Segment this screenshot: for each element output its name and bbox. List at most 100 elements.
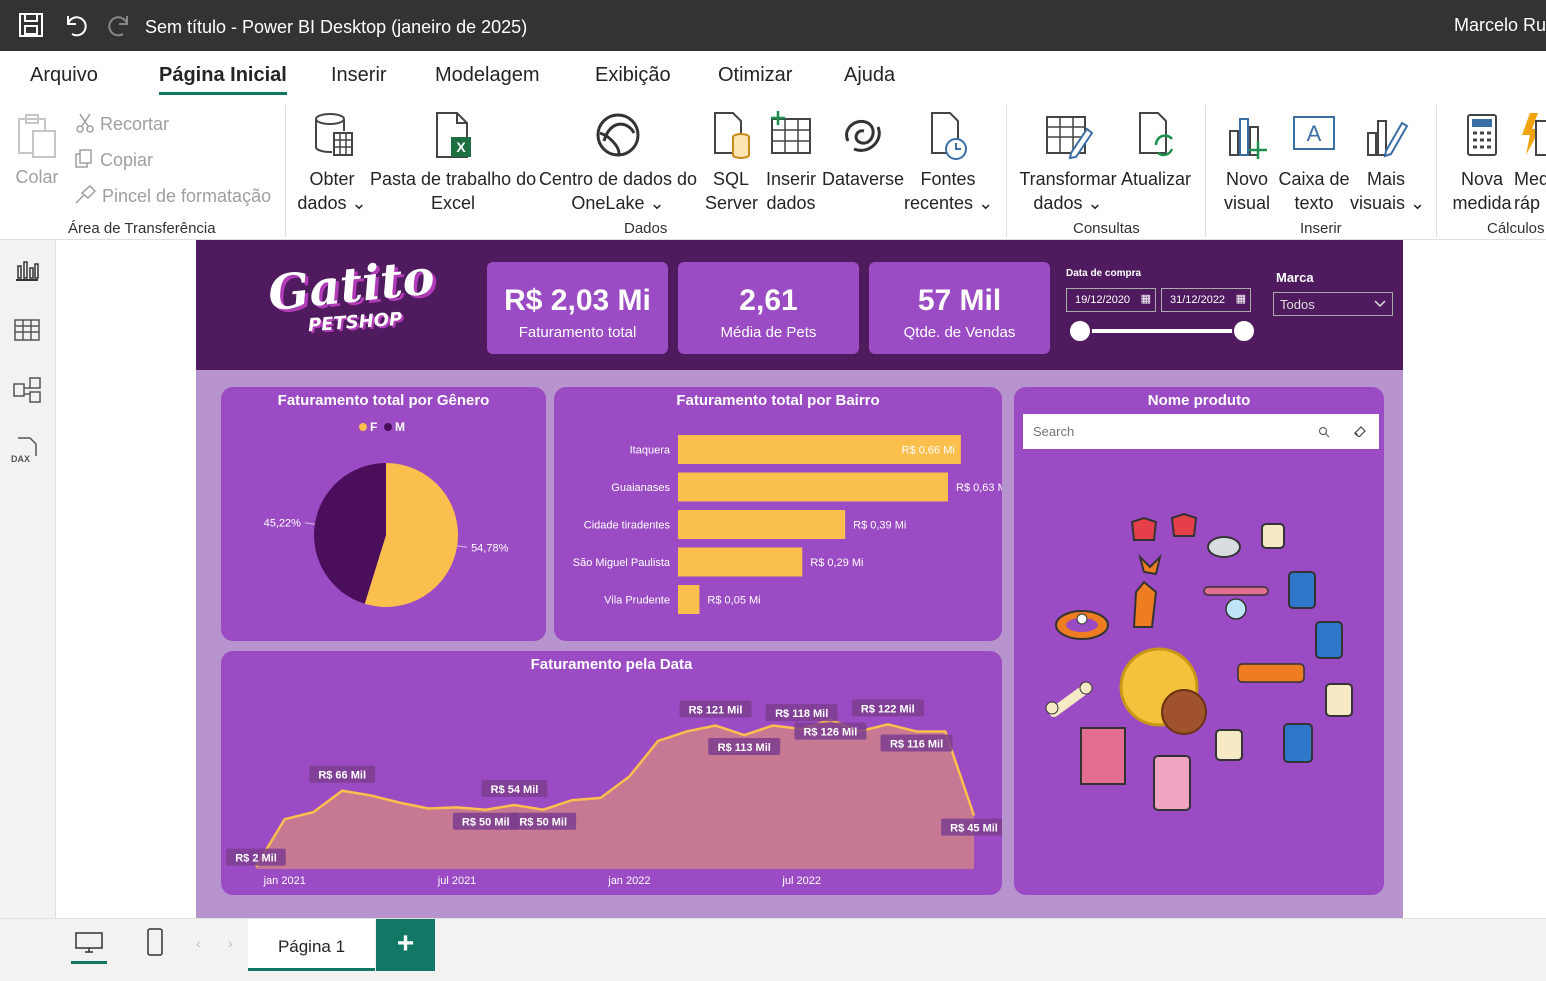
tab-otimizar[interactable]: Otimizar [718, 64, 793, 86]
report-view-icon[interactable] [14, 258, 40, 282]
brand-dropdown[interactable]: Todos [1273, 292, 1393, 316]
sql-server-button[interactable]: SQL Server [705, 111, 759, 215]
recent-sources-button[interactable]: Fontes recentes ⌄ [904, 111, 993, 215]
group-label-clipboard: Área de Transferência [68, 220, 216, 237]
product-panel: Nome produto [1014, 387, 1384, 895]
data-label-bg [765, 704, 838, 722]
undo-icon[interactable] [62, 12, 88, 38]
eraser-icon[interactable] [1353, 425, 1367, 437]
get-data-label-2: dados [297, 193, 347, 213]
bar-category-label: Itaquera [630, 445, 671, 457]
area-fill [256, 719, 974, 869]
table-view-icon[interactable] [13, 318, 41, 342]
search-input[interactable] [1023, 414, 1303, 449]
product-search-box[interactable] [1023, 414, 1379, 449]
tab-exibicao[interactable]: Exibição [595, 64, 671, 86]
group-label-queries: Consultas [1073, 220, 1140, 237]
area-data-label: R$ 122 Mil [861, 703, 915, 715]
enter-data-button[interactable]: Inserir dados [764, 111, 818, 215]
pet-shirt-icon [1130, 512, 1198, 541]
onelake-button[interactable]: Centro de dados do OneLake ⌄ [538, 111, 698, 215]
bar-data-label: R$ 0,63 Mi [956, 482, 1002, 494]
dax-query-icon[interactable]: DAX [10, 436, 42, 464]
tab-pagina-inicial[interactable]: Página Inicial [159, 64, 287, 95]
data-label-bg [941, 818, 1002, 836]
desktop-layout-icon[interactable] [74, 931, 104, 953]
calendar-icon[interactable]: ▦ [1235, 293, 1246, 305]
copy-icon [75, 149, 92, 168]
add-page-button[interactable]: + [376, 919, 435, 971]
cat-collar-icon [1055, 610, 1109, 640]
tab-modelagem[interactable]: Modelagem [435, 64, 540, 86]
new-measure-button[interactable]: Nova medida [1450, 111, 1514, 215]
format-painter-button[interactable]: Pincel de formatação [74, 184, 271, 207]
chevron-down-icon [1374, 300, 1386, 308]
get-data-button[interactable]: Obter dados ⌄ [296, 111, 368, 215]
group-label-insert: Inserir [1300, 220, 1342, 237]
refresh-button[interactable]: Atualizar [1120, 111, 1192, 191]
refresh-label: Atualizar [1120, 169, 1192, 189]
recent-sources-icon [931, 112, 967, 160]
redo-icon[interactable] [107, 12, 133, 38]
cut-button[interactable]: Recortar [76, 113, 169, 135]
svg-text:DAX: DAX [11, 454, 30, 464]
gatito-logo: Gatito PETSHOP [266, 249, 438, 355]
model-view-icon[interactable] [12, 376, 42, 404]
sql-server-label: SQL [712, 169, 750, 189]
x-tick-label: jul 2022 [781, 875, 821, 887]
prev-page-icon[interactable]: ‹ [196, 935, 201, 951]
pie-slice [364, 463, 458, 607]
tab-ajuda[interactable]: Ajuda [844, 64, 896, 86]
gender-pie-panel: Faturamento total por Gênero F M 54,78% 45,… [221, 387, 546, 641]
copy-label: Copiar [100, 150, 154, 170]
pie-chart[interactable]: F M 54,78% 45,22% [221, 387, 546, 641]
date-end-input[interactable]: 31/12/2022 ▦ [1161, 288, 1251, 312]
save-icon[interactable] [18, 12, 44, 38]
transform-data-button[interactable]: Transformar dados ⌄ [1018, 111, 1118, 215]
page-tab-1[interactable]: Página 1 [248, 919, 375, 971]
more-visuals-icon [1367, 120, 1409, 158]
kpi-label: Qtde. de Vendas [903, 324, 1016, 341]
brand-slicer-label: Marca [1276, 270, 1314, 285]
dataverse-icon [845, 120, 881, 152]
pie-title: Faturamento total por Gênero [277, 392, 490, 409]
sql-server-label-2: Server [705, 193, 759, 213]
bar [678, 510, 846, 539]
onelake-icon [596, 113, 640, 157]
new-visual-button[interactable]: Novo visual [1220, 111, 1274, 215]
kpi-card-pets: 2,61 Média de Pets [678, 262, 859, 354]
bar-data-label: R$ 0,66 Mi [902, 445, 955, 457]
sql-server-icon [714, 112, 750, 159]
excel-label-2: Excel [430, 193, 475, 213]
dataverse-button[interactable]: Dataverse [822, 111, 905, 191]
bar-chart[interactable]: Itaquera R$ 0,66 Mi Guaianases R$ 0,63 Mi Ci… [554, 387, 1002, 641]
date-slider-start-handle[interactable] [1068, 319, 1092, 343]
bar-category-label: Cidade tiradentes [584, 520, 671, 532]
quick-measure-button[interactable]: Med ráp [1514, 111, 1546, 215]
copy-button[interactable]: Copiar [74, 149, 153, 171]
tab-arquivo[interactable]: Arquivo [30, 64, 98, 86]
area-chart[interactable]: jan 2021 jul 2021 jan 2022 jul 2022 R$ 2 Mil… [221, 651, 1002, 895]
search-icon[interactable] [1318, 426, 1330, 438]
more-visuals-button[interactable]: Mais visuais ⌄ [1350, 111, 1425, 215]
dataverse-label: Dataverse [822, 169, 905, 189]
collar-tag-icon [1203, 586, 1305, 683]
area-data-label: R$ 118 Mil [775, 708, 828, 720]
paintbrush-icon [75, 184, 97, 204]
text-box-button[interactable]: A Caixa de texto [1278, 111, 1350, 215]
calendar-icon[interactable]: ▦ [1140, 293, 1151, 305]
user-name[interactable]: Marcelo Ru [1453, 15, 1546, 35]
date-start-input[interactable]: 19/12/2020 ▦ [1066, 288, 1156, 312]
add-page-icon: + [396, 927, 415, 960]
new-visual-label-2: visual [1223, 193, 1271, 213]
scissors-icon [76, 113, 94, 133]
date-slider-end-handle[interactable] [1232, 319, 1256, 343]
chevron-down-icon: ⌄ [649, 193, 665, 213]
paste-button[interactable]: Colar [14, 113, 60, 189]
next-page-icon[interactable]: › [228, 935, 233, 951]
data-label-bg [309, 765, 376, 783]
bar [678, 585, 700, 614]
mobile-layout-icon[interactable] [145, 927, 165, 957]
excel-workbook-button[interactable]: X Pasta de trabalho do Excel [370, 111, 536, 215]
tab-inserir[interactable]: Inserir [331, 64, 387, 86]
